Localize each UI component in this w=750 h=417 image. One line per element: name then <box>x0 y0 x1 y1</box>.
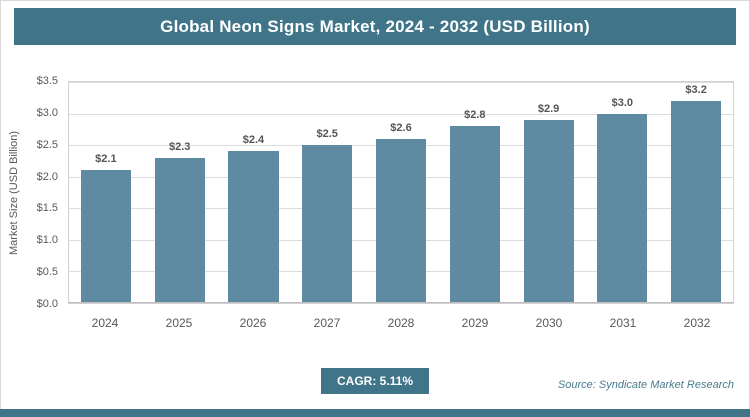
bottom-stripe <box>0 409 750 417</box>
bar-slot: $2.3 <box>143 82 217 303</box>
bar-value-label: $2.9 <box>537 102 560 115</box>
x-tick-label: 2031 <box>609 316 637 330</box>
y-tick-label: $1.5 <box>36 202 58 215</box>
source-attribution: Source: Syndicate Market Research <box>557 379 734 391</box>
y-tick-label: $3.0 <box>36 106 58 119</box>
bar <box>597 113 648 303</box>
x-tick-label: 2030 <box>535 316 563 330</box>
plot-area: $2.1 $2.3 $2.4 $2.5 $2.6 $2.8 $2.9 $3.0 $3.2 <box>68 81 734 304</box>
y-tick-label: $1.0 <box>36 234 58 247</box>
bar <box>523 119 574 303</box>
gridline <box>69 113 733 115</box>
y-tick-label: $2.5 <box>36 138 58 151</box>
gridline <box>69 82 733 83</box>
bar-slot: $2.6 <box>364 82 438 303</box>
x-tick-label: 2024 <box>91 316 119 330</box>
bar-slot: $2.8 <box>438 82 512 303</box>
bar-value-label: $2.6 <box>390 121 412 134</box>
bar <box>80 170 131 303</box>
cagr-badge: CAGR: 5.11% <box>320 368 430 394</box>
bar-value-label: $2.4 <box>242 134 265 147</box>
bar-slot: $2.9 <box>512 82 586 303</box>
y-axis-title: Market Size (USD Billion) <box>8 130 20 255</box>
x-tick-label: 2028 <box>387 316 415 330</box>
x-axis-line <box>69 302 733 303</box>
x-axis-ticks: 2024 2025 2026 2027 2028 2029 2030 2031 2032 <box>68 306 734 330</box>
bar-slot: $2.4 <box>217 82 291 303</box>
x-tick-label: 2032 <box>683 316 711 330</box>
bar-value-label: $3.0 <box>611 96 634 109</box>
bar-value-label: $2.3 <box>168 140 191 153</box>
bar-series: $2.1 $2.3 $2.4 $2.5 $2.6 $2.8 $2.9 $3.0 $3.2 <box>69 82 733 303</box>
chart-title-bar: Global Neon Signs Market, 2024 - 2032 (U… <box>14 8 736 45</box>
bar <box>302 145 353 303</box>
bar <box>449 126 500 303</box>
bar <box>228 151 279 303</box>
y-tick-label: $0.5 <box>36 266 58 279</box>
chart-title: Global Neon Signs Market, 2024 - 2032 (U… <box>160 16 590 36</box>
bar-slot: $2.1 <box>69 82 143 303</box>
bar-value-label: $2.1 <box>95 153 117 166</box>
bar-value-label: $2.8 <box>464 109 486 122</box>
y-axis-ticks: $0.0 $0.5 $1.0 $1.5 $2.0 $2.5 $3.0 $3.5 <box>22 75 64 310</box>
bar-slot: $3.2 <box>659 82 733 303</box>
x-tick-label: 2029 <box>461 316 489 330</box>
bar <box>154 157 205 303</box>
bar-slot: $3.0 <box>585 82 659 303</box>
y-tick-label: $0.0 <box>36 298 58 310</box>
x-tick-label: 2025 <box>165 316 193 330</box>
y-tick-label: $2.0 <box>36 170 58 183</box>
bar-value-label: $3.2 <box>685 83 707 96</box>
y-tick-label: $3.5 <box>36 75 58 87</box>
x-tick-label: 2026 <box>239 316 267 330</box>
bar-value-label: $2.5 <box>316 128 338 141</box>
x-tick-label: 2027 <box>313 316 341 330</box>
bar <box>671 100 722 303</box>
bar-slot: $2.5 <box>290 82 364 303</box>
bar <box>375 138 427 303</box>
